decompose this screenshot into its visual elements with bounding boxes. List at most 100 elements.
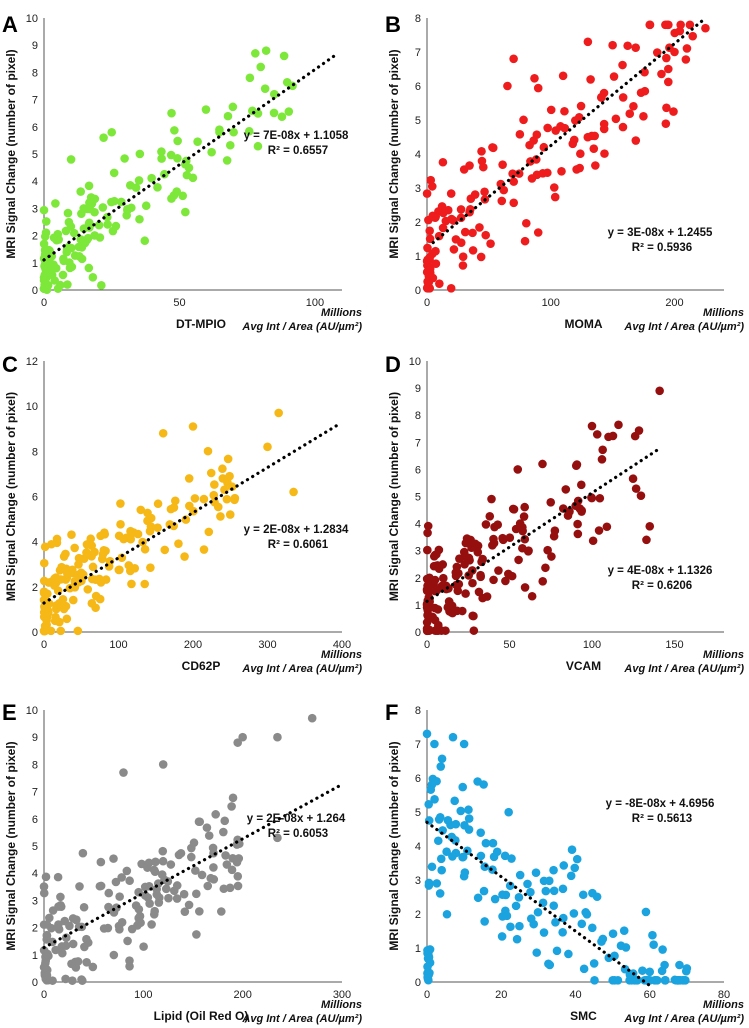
data-point — [504, 807, 513, 817]
data-point — [248, 106, 257, 116]
data-point — [61, 974, 70, 984]
data-point — [458, 252, 468, 261]
units-bottom: Avg Int / Area (AU/µm²) — [623, 1013, 744, 1025]
data-point — [158, 856, 168, 866]
data-point — [167, 194, 176, 203]
units-bottom: Avg Int / Area (AU/µm²) — [241, 321, 362, 333]
trendline — [425, 820, 652, 988]
r-squared: R² = 0.6206 — [632, 580, 692, 592]
data-point — [233, 738, 242, 747]
data-point — [153, 183, 162, 192]
data-point — [506, 922, 515, 932]
data-point — [631, 484, 641, 493]
data-point — [509, 504, 519, 514]
units-top: Millions — [321, 649, 362, 661]
data-point — [611, 114, 621, 124]
x-tick-label: 20 — [495, 989, 507, 1001]
data-point — [273, 833, 282, 843]
data-point — [125, 876, 134, 886]
data-point — [184, 163, 194, 173]
data-point — [642, 535, 651, 545]
data-point — [203, 446, 213, 456]
y-tick-label: 5 — [415, 115, 421, 127]
data-point — [618, 93, 628, 102]
x-tick-label: 300 — [333, 989, 351, 1001]
data-point — [68, 939, 78, 949]
data-point — [51, 199, 60, 208]
x-tick-label: 150 — [665, 639, 683, 651]
data-point — [423, 521, 433, 531]
y-tick-label: 10 — [26, 705, 38, 717]
data-point — [558, 927, 567, 937]
y-tick-label: 3 — [415, 546, 421, 558]
y-tick-label: 5 — [32, 841, 38, 853]
units-bottom: Avg Int / Area (AU/µm²) — [241, 663, 362, 675]
data-point — [218, 464, 227, 474]
data-point — [475, 223, 484, 232]
data-point — [431, 259, 441, 269]
data-point — [158, 428, 168, 438]
data-point — [456, 205, 466, 214]
data-point — [160, 545, 170, 555]
data-point — [586, 75, 595, 84]
data-point — [76, 187, 85, 196]
data-point — [604, 432, 613, 442]
data-point — [284, 107, 294, 116]
data-point — [56, 902, 66, 911]
data-point — [521, 218, 531, 228]
data-point — [533, 228, 543, 237]
trendline — [42, 783, 342, 950]
data-point — [629, 101, 638, 111]
data-point — [216, 907, 226, 916]
data-point — [583, 37, 593, 47]
data-point — [636, 491, 646, 500]
data-point — [39, 588, 49, 598]
data-point — [422, 729, 432, 739]
data-point — [576, 149, 585, 159]
data-point — [588, 888, 597, 898]
x-tick-label: 0 — [41, 989, 47, 1001]
data-point — [117, 917, 127, 927]
y-tick-label: 4 — [32, 868, 38, 880]
data-point — [568, 139, 578, 149]
data-point — [474, 587, 484, 597]
data-point — [549, 865, 558, 875]
x-axis-label: Lipid (Oil Red O) — [154, 1009, 249, 1023]
data-point — [518, 543, 527, 553]
data-point — [443, 816, 453, 825]
data-point — [640, 86, 650, 96]
data-point — [123, 936, 132, 946]
data-point — [461, 589, 470, 598]
data-point — [473, 777, 482, 786]
data-point — [115, 892, 124, 901]
data-point — [166, 150, 176, 160]
data-point — [547, 552, 556, 561]
y-tick-label: 2 — [32, 582, 38, 594]
data-point — [234, 854, 244, 863]
data-point — [90, 231, 99, 240]
data-point — [573, 529, 583, 539]
data-point — [549, 183, 559, 192]
data-point — [589, 144, 599, 153]
data-point — [423, 946, 432, 955]
data-point — [669, 107, 678, 116]
y-tick-label: 4 — [415, 841, 421, 853]
panel-b: B 0 1 2 3 4 5 6 7 8 0 100 200 MRI Signal Change (numb… — [385, 12, 744, 333]
data-point — [174, 539, 183, 548]
trendline — [42, 423, 340, 605]
y-tick-label: 9 — [32, 40, 38, 52]
data-point — [551, 918, 560, 927]
regression-equation: y = 7E-08x + 1.1058 — [244, 130, 349, 142]
data-point — [590, 976, 599, 985]
data-point — [592, 430, 602, 439]
data-point — [188, 173, 198, 183]
data-point — [179, 889, 189, 899]
data-point — [430, 795, 439, 804]
data-point — [546, 497, 556, 507]
data-point — [640, 67, 649, 77]
data-point — [79, 554, 89, 564]
data-point — [515, 921, 524, 931]
y-tick-label: 5 — [415, 492, 421, 504]
y-tick-label: 5 — [32, 149, 38, 161]
data-point — [424, 800, 433, 809]
